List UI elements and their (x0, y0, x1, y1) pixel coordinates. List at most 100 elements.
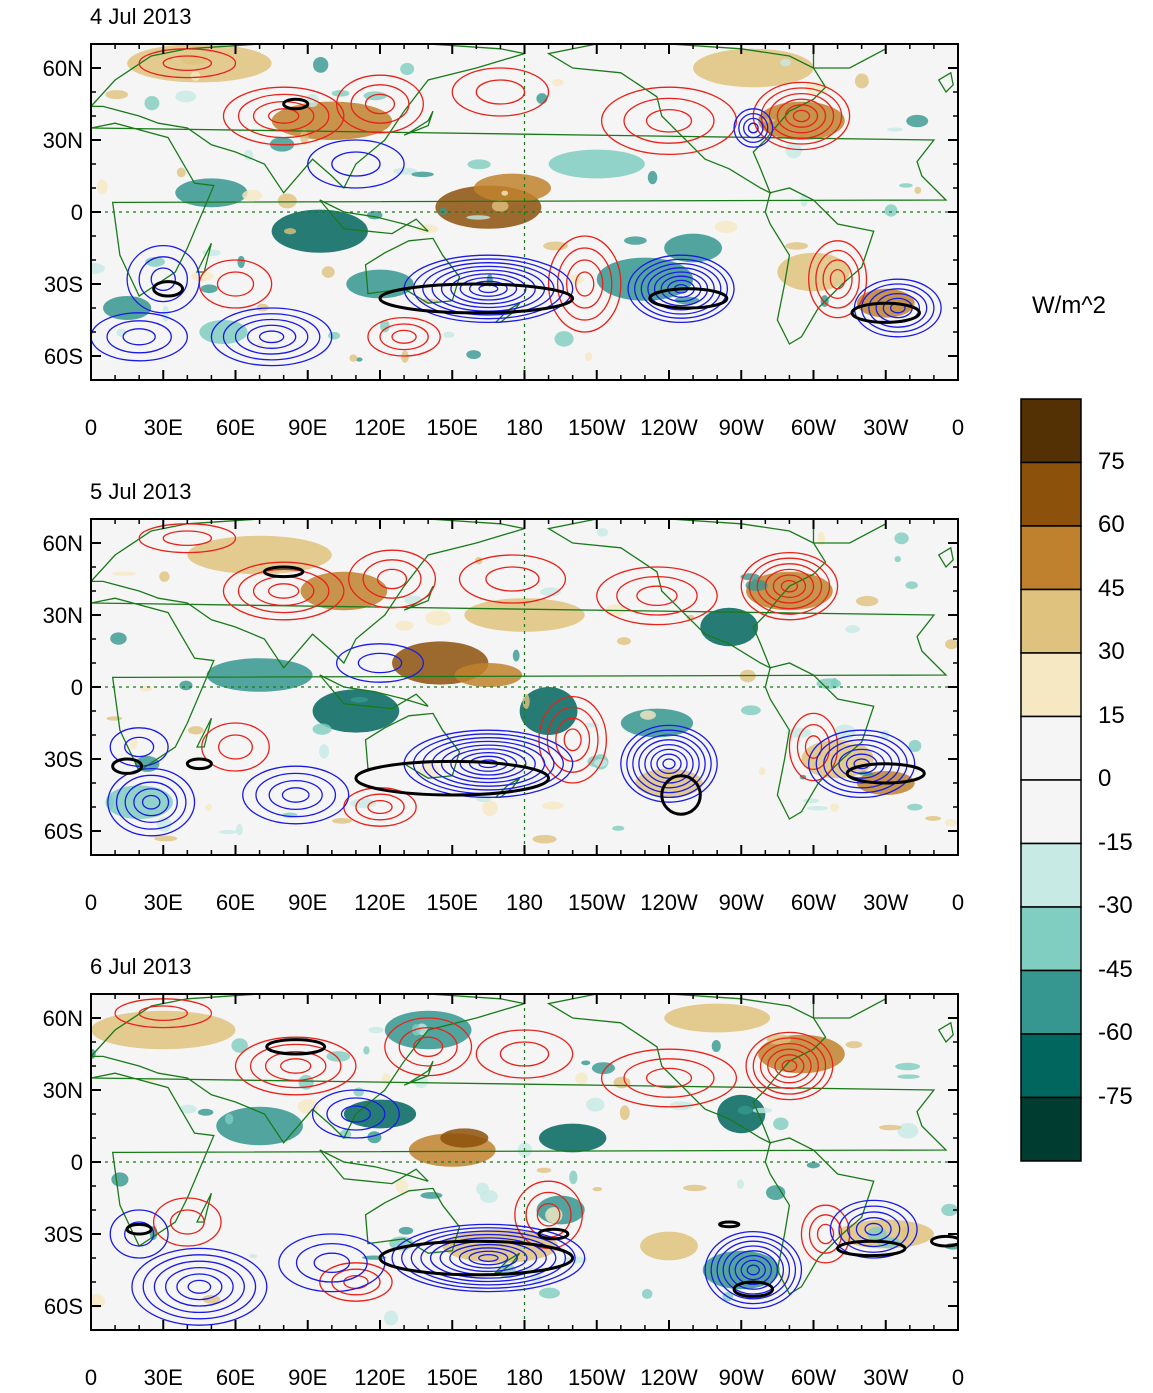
anomaly-shading (641, 1288, 653, 1299)
anomaly-shading (91, 1294, 105, 1309)
positive-contour (538, 695, 608, 784)
anomaly-shading (512, 649, 520, 662)
anomaly-shading (190, 271, 214, 282)
colorbar-box (1020, 969, 1082, 1035)
negative-contour (449, 1243, 528, 1273)
anomaly-shading (854, 73, 869, 89)
negative-contour (311, 1089, 400, 1139)
negative-contour (420, 1233, 557, 1283)
lon-label: 0 (85, 890, 97, 915)
positive-contour (748, 557, 831, 615)
coastline (494, 1252, 521, 1274)
anomaly-shading (554, 331, 574, 347)
lon-label: 30E (144, 415, 183, 440)
anomaly-shading (664, 1003, 771, 1033)
anomaly-shading (105, 785, 173, 819)
panel-title: 4 Jul 2013 (90, 4, 192, 29)
positive-contour (816, 1223, 835, 1245)
significance-contour (354, 759, 551, 797)
positive-contour (364, 93, 396, 115)
positive-contour (556, 247, 613, 321)
negative-contour (91, 312, 188, 362)
anomaly-shading (343, 1099, 417, 1129)
colorbar-box (1020, 779, 1082, 845)
anomaly-shading (592, 1186, 603, 1192)
lat-label: 60S (44, 344, 83, 369)
anomaly-shading (746, 571, 833, 611)
lon-label: 120W (640, 890, 698, 915)
lon-label: 0 (952, 415, 964, 440)
positive-contour (547, 235, 622, 333)
coastline (812, 994, 887, 1019)
positive-contour (536, 1202, 561, 1227)
lon-label: 180 (506, 890, 543, 915)
significance-contour (930, 1234, 958, 1248)
negative-contour (626, 729, 712, 799)
coastline (937, 71, 954, 94)
significance-contour (282, 97, 310, 111)
anomaly-shading (439, 206, 447, 216)
lon-label: 90E (288, 890, 327, 915)
negative-contour (142, 1254, 257, 1320)
negative-contour (122, 328, 156, 346)
anomaly-shading (443, 331, 455, 338)
positive-contour (267, 108, 300, 124)
anomaly-shading (144, 95, 160, 111)
anomaly-shading (466, 215, 491, 220)
anomaly-shading (350, 798, 377, 809)
negative-contour (868, 288, 928, 328)
anomaly-shading (664, 233, 722, 263)
positive-contour (822, 259, 853, 300)
positive-contour (485, 566, 540, 592)
negative-contour (176, 1273, 223, 1301)
lat-label: 60N (43, 531, 83, 556)
anomaly-shading (596, 527, 609, 537)
negative-contour (153, 1260, 245, 1314)
anomaly-shading (758, 767, 766, 776)
negative-contour (864, 1222, 884, 1236)
positive-contour (759, 1042, 819, 1090)
positive-contour (808, 240, 868, 319)
positive-contour (804, 735, 823, 759)
positive-contour (772, 574, 807, 599)
anomaly-shading (91, 262, 105, 275)
negative-contour (647, 267, 715, 311)
negative-contour (126, 244, 201, 314)
negative-contour (838, 1205, 910, 1253)
anomaly-shading (106, 716, 123, 721)
negative-contour (138, 256, 188, 303)
coastline (764, 1137, 875, 1295)
anomaly-shading (205, 803, 213, 812)
coastline (937, 546, 954, 569)
anomaly-shading (393, 167, 418, 175)
anomaly-shading (538, 1123, 607, 1153)
anomaly-shading (830, 803, 839, 812)
coastline (91, 519, 525, 669)
anomaly-shading (845, 625, 860, 634)
anomaly-shading (914, 186, 922, 194)
anomaly-shading (925, 816, 942, 821)
negative-contour (450, 273, 527, 305)
anomaly-shading (176, 167, 186, 178)
positive-contour (800, 1204, 851, 1264)
negative-contour (295, 1242, 368, 1283)
positive-contour (384, 1017, 473, 1077)
lat-label: 0 (71, 1150, 83, 1175)
lat-label: 60S (44, 819, 83, 844)
anomaly-shading (501, 190, 509, 196)
positive-contour (764, 568, 815, 604)
colorbar-box (1020, 652, 1082, 718)
anomaly-shading (175, 90, 197, 103)
significance-contour (732, 1280, 775, 1298)
positive-contour (249, 1043, 342, 1089)
negative-contour (131, 1247, 268, 1326)
negative-contour (124, 781, 178, 824)
lon-label: 180 (506, 1365, 543, 1390)
positive-contour (216, 271, 255, 297)
lon-label: 120E (354, 1365, 405, 1390)
coastline (546, 519, 827, 670)
anomaly-shading (945, 639, 958, 650)
anomaly-shading (536, 1167, 552, 1173)
anomaly-shading (806, 1162, 820, 1169)
lon-label: 120E (354, 415, 405, 440)
